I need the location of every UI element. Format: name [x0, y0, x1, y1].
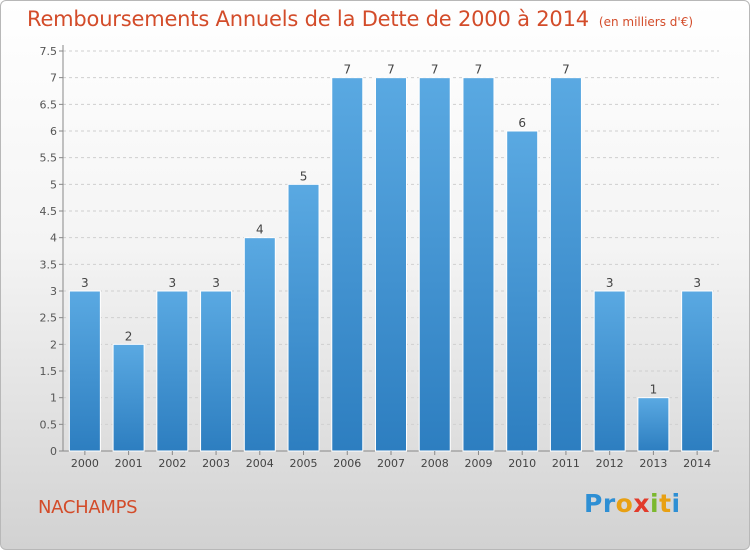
bar-value-label: 3 [693, 276, 701, 290]
logo-letter: r [602, 489, 616, 518]
y-tick-label: 0 [50, 445, 57, 458]
x-tick-label: 2014 [683, 457, 711, 470]
commune-name: NACHAMPS [38, 497, 138, 518]
bar [462, 77, 495, 452]
x-tick-label: 2013 [639, 457, 667, 470]
x-tick-label: 2004 [246, 457, 274, 470]
y-tick-label: 1 [50, 392, 57, 405]
x-tick-label: 2007 [377, 457, 405, 470]
x-tick-label: 2005 [290, 457, 318, 470]
x-tick-label: 2003 [202, 457, 230, 470]
logo-letter: i [650, 489, 660, 518]
y-tick-label: 3 [50, 285, 57, 298]
y-tick-label: 1.5 [40, 365, 58, 378]
y-tick-label: 2.5 [40, 312, 58, 325]
x-tick-label: 2010 [508, 457, 536, 470]
y-tick-label: 7.5 [40, 45, 58, 58]
logo-letter: i [671, 489, 681, 518]
x-tick-label: 2011 [552, 457, 580, 470]
bar-value-label: 3 [606, 276, 614, 290]
x-tick-label: 2012 [596, 457, 624, 470]
y-tick-label: 4 [50, 232, 57, 245]
chart-title-text: Remboursements Annuels de la Dette de 20… [27, 7, 589, 31]
bar [156, 290, 189, 452]
x-tick-label: 2009 [464, 457, 492, 470]
bar-value-label: 7 [431, 63, 439, 77]
bar-value-label: 7 [475, 63, 483, 77]
bar [375, 77, 407, 452]
bar [68, 290, 101, 452]
bar [418, 77, 451, 452]
bar [287, 183, 320, 452]
bar [681, 290, 714, 452]
y-tick-label: 5.5 [40, 152, 58, 165]
logo-letter: o [615, 489, 634, 518]
bar [331, 77, 364, 452]
proxiti-logo: Proxiti [584, 489, 681, 518]
bar-value-label: 7 [562, 63, 570, 77]
y-tick-label: 4.5 [40, 205, 58, 218]
y-tick-label: 5 [50, 178, 57, 191]
bar [243, 237, 276, 452]
x-tick-label: 2006 [333, 457, 361, 470]
y-tick-label: 0.5 [40, 418, 58, 431]
bar-value-label: 7 [387, 63, 395, 77]
bar-value-label: 3 [169, 276, 177, 290]
y-tick-label: 6 [50, 125, 57, 138]
bar-value-label: 1 [650, 383, 658, 397]
logo-letter: t [659, 489, 672, 518]
y-tick-label: 3.5 [40, 258, 58, 271]
bar-value-label: 3 [81, 276, 89, 290]
bar-value-label: 7 [343, 63, 351, 77]
bar-value-label: 3 [212, 276, 220, 290]
bar [112, 343, 145, 452]
bar-value-label: 4 [256, 223, 264, 237]
y-tick-label: 2 [50, 338, 57, 351]
bar-value-label: 6 [518, 116, 526, 130]
bar [637, 397, 670, 452]
x-tick-label: 2002 [158, 457, 186, 470]
bar-value-label: 2 [125, 329, 133, 343]
bar [549, 77, 582, 452]
x-tick-label: 2008 [421, 457, 449, 470]
chart-unit: (en milliers d'€) [598, 15, 694, 29]
bar [200, 290, 233, 452]
bar [506, 130, 539, 452]
logo-letter: x [633, 489, 650, 518]
bar [593, 290, 626, 452]
x-tick-label: 2000 [71, 457, 99, 470]
y-tick-label: 6.5 [40, 98, 58, 111]
y-tick-label: 7 [50, 72, 57, 85]
bar-value-label: 5 [300, 169, 308, 183]
chart-title: Remboursements Annuels de la Dette de 20… [27, 7, 693, 31]
x-tick-label: 2001 [115, 457, 143, 470]
logo-letter: P [584, 489, 603, 518]
